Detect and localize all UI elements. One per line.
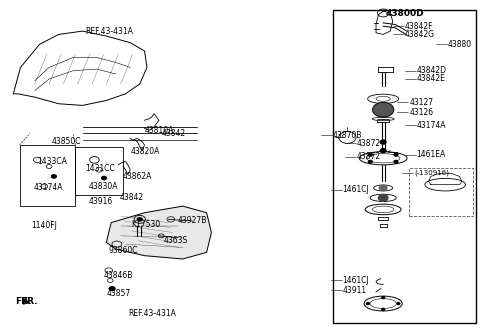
Text: 43872: 43872 (357, 152, 381, 161)
Text: 43842E: 43842E (417, 75, 445, 84)
Circle shape (382, 297, 384, 299)
Text: 43800D: 43800D (385, 9, 424, 18)
Circle shape (369, 154, 372, 156)
Text: 43880: 43880 (447, 40, 472, 49)
Text: 43830A: 43830A (89, 182, 118, 191)
Text: (-130916): (-130916) (414, 170, 449, 176)
Text: 43842G: 43842G (405, 30, 435, 39)
Bar (409, 168, 473, 216)
Text: FR.: FR. (15, 297, 31, 306)
Circle shape (369, 161, 372, 163)
Text: 43916: 43916 (89, 197, 113, 206)
Bar (333, 10, 476, 323)
Text: 43857: 43857 (107, 289, 131, 298)
Circle shape (379, 185, 387, 190)
Circle shape (378, 194, 388, 201)
Text: 1461EA: 1461EA (417, 151, 446, 160)
Text: 43862A: 43862A (123, 172, 153, 181)
Circle shape (394, 154, 398, 156)
Text: 43846B: 43846B (104, 271, 133, 280)
Text: REF.43-431A: REF.43-431A (85, 27, 133, 36)
Circle shape (137, 218, 142, 221)
Text: 93860C: 93860C (109, 246, 138, 255)
Text: 43927B: 43927B (178, 216, 207, 225)
Text: 1461CJ: 1461CJ (343, 185, 369, 194)
Text: 43872: 43872 (357, 139, 381, 148)
Circle shape (380, 140, 386, 144)
Text: 43850C: 43850C (51, 137, 81, 146)
Text: 43842D: 43842D (417, 66, 446, 75)
Text: 43127: 43127 (409, 98, 433, 107)
Text: 4363S: 4363S (164, 236, 188, 245)
Text: 43174A: 43174A (34, 183, 63, 192)
Bar (20, 145, 75, 206)
Circle shape (102, 176, 107, 180)
Circle shape (382, 308, 384, 310)
Text: 43842: 43842 (161, 129, 185, 138)
Circle shape (366, 303, 369, 305)
Circle shape (397, 303, 400, 305)
Text: REF.43-431A: REF.43-431A (128, 309, 176, 318)
Text: 1431CC: 1431CC (85, 164, 115, 172)
Text: 43870B: 43870B (333, 131, 362, 140)
Text: 1140FJ: 1140FJ (31, 221, 57, 230)
Circle shape (372, 103, 394, 117)
Text: 43842: 43842 (120, 193, 144, 202)
Circle shape (394, 161, 398, 163)
Circle shape (51, 175, 56, 178)
Text: 43126: 43126 (409, 108, 433, 117)
Text: 43911: 43911 (343, 286, 367, 295)
Text: FR.: FR. (22, 297, 38, 306)
Polygon shape (107, 206, 211, 259)
Text: 1461CJ: 1461CJ (343, 276, 369, 285)
Text: 43810A: 43810A (144, 126, 174, 135)
Text: 43842F: 43842F (405, 22, 433, 31)
Text: 43820A: 43820A (130, 147, 160, 156)
Circle shape (380, 149, 386, 153)
Circle shape (109, 287, 115, 291)
Text: 1433CA: 1433CA (37, 157, 67, 166)
Text: 43174A: 43174A (417, 121, 446, 130)
Text: K17530: K17530 (132, 220, 161, 229)
Bar (75, 147, 123, 194)
